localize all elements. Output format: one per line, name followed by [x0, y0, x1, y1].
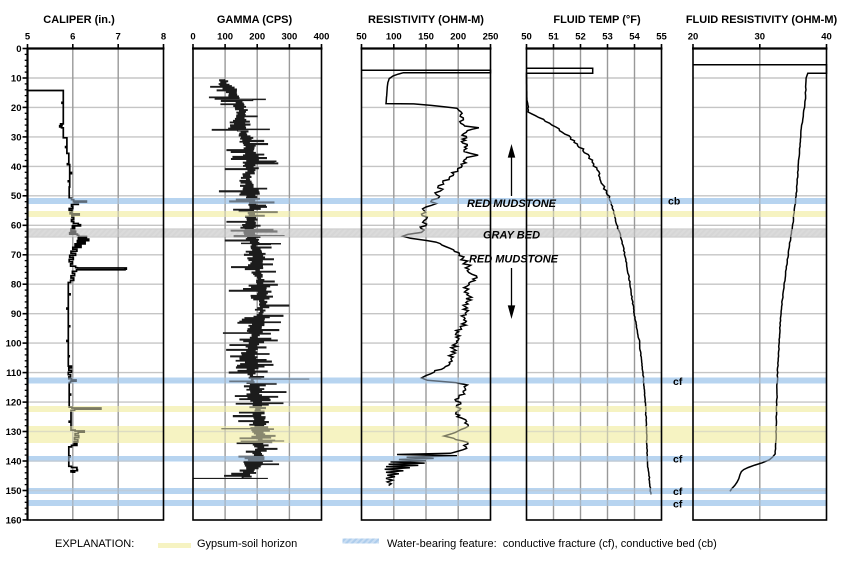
svg-text:cb: cb	[668, 196, 680, 208]
svg-text:130: 130	[6, 427, 22, 438]
svg-text:70: 70	[11, 250, 22, 261]
svg-text:250: 250	[483, 32, 499, 43]
svg-text:200: 200	[450, 32, 466, 43]
svg-text:200: 200	[249, 32, 265, 43]
svg-text:120: 120	[6, 398, 22, 409]
svg-text:50: 50	[356, 32, 367, 43]
svg-text:RED MUDSTONE: RED MUDSTONE	[469, 254, 559, 266]
svg-text:52: 52	[575, 32, 586, 43]
svg-text:300: 300	[281, 32, 297, 43]
svg-text:55: 55	[656, 32, 667, 43]
svg-text:Water-bearing feature: conduc: Water-bearing feature: conductive fractu…	[387, 538, 717, 550]
svg-text:cf: cf	[673, 454, 683, 466]
svg-text:53: 53	[602, 32, 613, 43]
svg-text:RED MUDSTONE: RED MUDSTONE	[467, 198, 557, 210]
svg-text:400: 400	[314, 32, 330, 43]
svg-text:100: 100	[217, 32, 233, 43]
svg-text:140: 140	[6, 456, 22, 467]
svg-text:5: 5	[25, 32, 31, 43]
svg-text:150: 150	[418, 32, 434, 43]
svg-text:160: 160	[6, 515, 22, 526]
svg-text:0: 0	[190, 32, 195, 43]
svg-text:8: 8	[161, 32, 166, 43]
svg-text:0: 0	[16, 44, 21, 55]
svg-text:51: 51	[548, 32, 559, 43]
svg-text:30: 30	[755, 32, 766, 43]
svg-text:CALIPER (in.): CALIPER (in.)	[43, 14, 115, 26]
svg-text:60: 60	[11, 221, 22, 232]
svg-text:50: 50	[11, 191, 22, 202]
svg-text:30: 30	[11, 132, 22, 143]
svg-text:GAMMA (CPS): GAMMA (CPS)	[217, 14, 293, 26]
svg-text:150: 150	[6, 486, 22, 497]
svg-text:cf: cf	[673, 499, 683, 511]
svg-text:20: 20	[11, 103, 22, 114]
svg-text:RESISTIVITY (OHM-M): RESISTIVITY (OHM-M)	[368, 14, 484, 26]
svg-text:54: 54	[629, 32, 640, 43]
svg-text:EXPLANATION:: EXPLANATION:	[55, 538, 134, 550]
svg-text:FLUID TEMP (°F): FLUID TEMP (°F)	[553, 14, 641, 26]
svg-text:7: 7	[116, 32, 121, 43]
svg-text:GRAY BED: GRAY BED	[483, 230, 540, 242]
svg-text:cf: cf	[673, 486, 683, 498]
svg-text:10: 10	[11, 73, 22, 84]
svg-text:6: 6	[70, 32, 75, 43]
svg-text:80: 80	[11, 280, 22, 291]
svg-text:110: 110	[6, 368, 21, 379]
svg-text:100: 100	[6, 339, 22, 350]
svg-text:FLUID RESISTIVITY (OHM-M): FLUID RESISTIVITY (OHM-M)	[686, 14, 838, 26]
svg-text:cf: cf	[673, 376, 683, 388]
svg-text:90: 90	[11, 309, 22, 320]
svg-text:40: 40	[11, 162, 22, 173]
svg-text:40: 40	[821, 32, 832, 43]
svg-text:Gypsum-soil horizon: Gypsum-soil horizon	[197, 538, 297, 550]
svg-text:100: 100	[386, 32, 402, 43]
svg-text:20: 20	[688, 32, 699, 43]
svg-text:50: 50	[521, 32, 532, 43]
